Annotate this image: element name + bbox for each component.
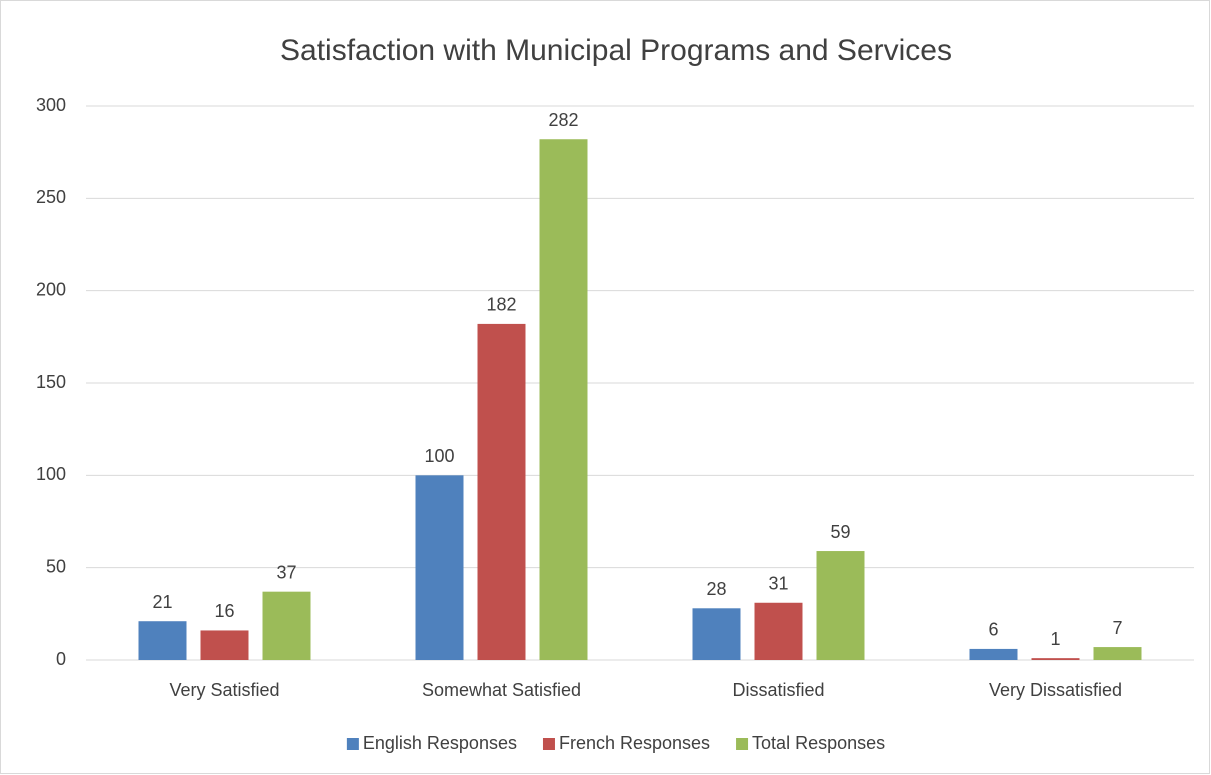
bar [138,621,187,660]
x-tick-label: Dissatisfied [732,680,824,700]
bar [1031,658,1080,660]
bar [539,139,588,661]
y-tick-label: 100 [36,464,66,484]
data-label: 31 [768,574,788,594]
bar [816,551,865,660]
x-tick-label: Very Satisfied [169,680,279,700]
data-label: 282 [548,110,578,130]
x-tick-label: Somewhat Satisfied [422,680,581,700]
bar [200,630,249,660]
data-label: 21 [152,592,172,612]
legend-label: French Responses [559,733,710,753]
legend-swatch [736,738,749,750]
data-label: 1 [1050,629,1060,649]
bar [692,608,741,660]
data-label: 6 [988,620,998,640]
bar [1093,647,1142,660]
bar [969,648,1018,660]
legend-label: English Responses [363,733,517,753]
bar [415,475,464,660]
x-tick-label: Very Dissatisfied [989,680,1122,700]
legend-swatch [346,738,359,750]
chart-title: Satisfaction with Municipal Programs and… [280,34,952,67]
data-label: 182 [486,295,516,315]
y-tick-label: 50 [46,556,66,576]
y-tick-label: 250 [36,187,66,207]
data-label: 28 [706,579,726,599]
data-label: 59 [830,522,850,542]
data-label: 100 [424,446,454,466]
data-label: 7 [1112,618,1122,638]
bar [754,602,803,660]
y-tick-label: 0 [56,649,66,669]
bar [477,323,526,660]
y-tick-label: 150 [36,372,66,392]
y-tick-label: 300 [36,95,66,115]
bar [262,591,311,660]
legend-swatch [542,738,555,750]
data-label: 37 [276,562,296,582]
y-tick-label: 200 [36,279,66,299]
legend-label: Total Responses [752,733,885,753]
data-label: 16 [214,601,234,621]
